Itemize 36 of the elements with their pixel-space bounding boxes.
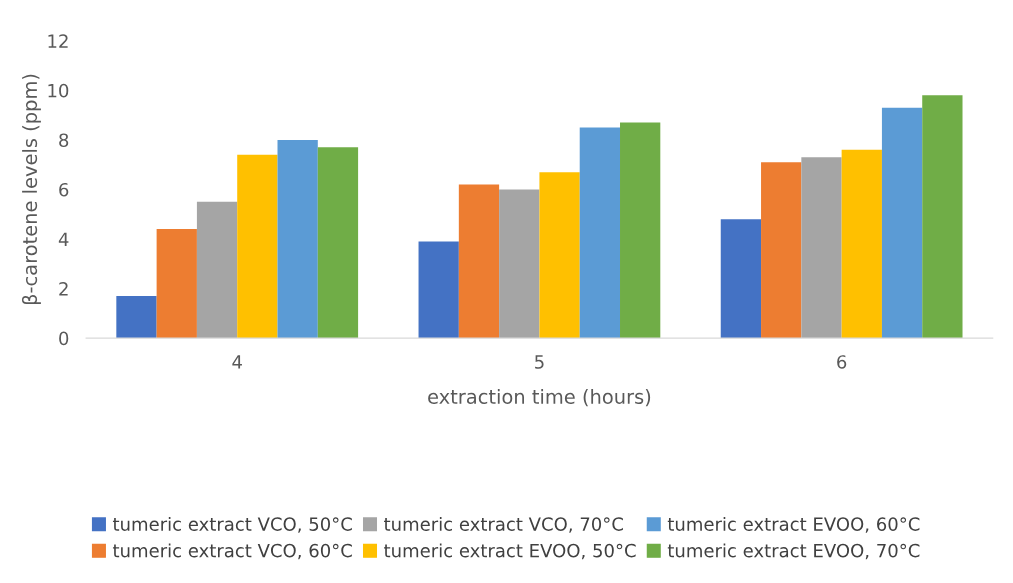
legend-label: tumeric extract VCO, 50°C [112, 516, 352, 533]
legend-label: tumeric extract EVOO, 50°C [384, 543, 636, 560]
bar [196, 201, 238, 339]
bar [801, 157, 842, 339]
bar [418, 241, 459, 339]
bar [922, 95, 963, 339]
bar [841, 149, 882, 339]
bar [579, 127, 621, 339]
y-tick-label: 10 [48, 83, 69, 98]
bar [458, 184, 500, 339]
legend-label: tumeric extract VCO, 60°C [112, 543, 352, 560]
bar [620, 122, 661, 339]
y-tick-label: 2 [59, 282, 68, 296]
x-tick-label: 5 [535, 355, 544, 369]
x-axis-title: extraction time (hours) [428, 388, 651, 407]
bar [761, 162, 802, 339]
y-tick-label: 12 [48, 34, 68, 48]
bar [277, 139, 318, 339]
bar [720, 219, 762, 339]
bar [317, 147, 359, 339]
bar [156, 229, 197, 339]
y-tick-label: 0 [59, 331, 69, 346]
bar [881, 107, 923, 339]
legend-label: tumeric extract EVOO, 60°C [667, 516, 920, 533]
legend-label: tumeric extract EVOO, 70°C [667, 543, 920, 560]
y-axis-title: β-carotene levels (ppm) [21, 74, 41, 305]
y-tick-label: 8 [59, 133, 69, 148]
bar [116, 296, 157, 339]
bar [499, 189, 540, 339]
x-tick-label: 6 [837, 355, 847, 369]
bar [237, 154, 278, 339]
legend-label: tumeric extract VCO, 70°C [384, 516, 623, 533]
y-tick-label: 4 [58, 232, 69, 246]
x-tick-label: 4 [232, 355, 242, 369]
bar [539, 172, 580, 339]
y-tick-label: 6 [59, 182, 69, 197]
